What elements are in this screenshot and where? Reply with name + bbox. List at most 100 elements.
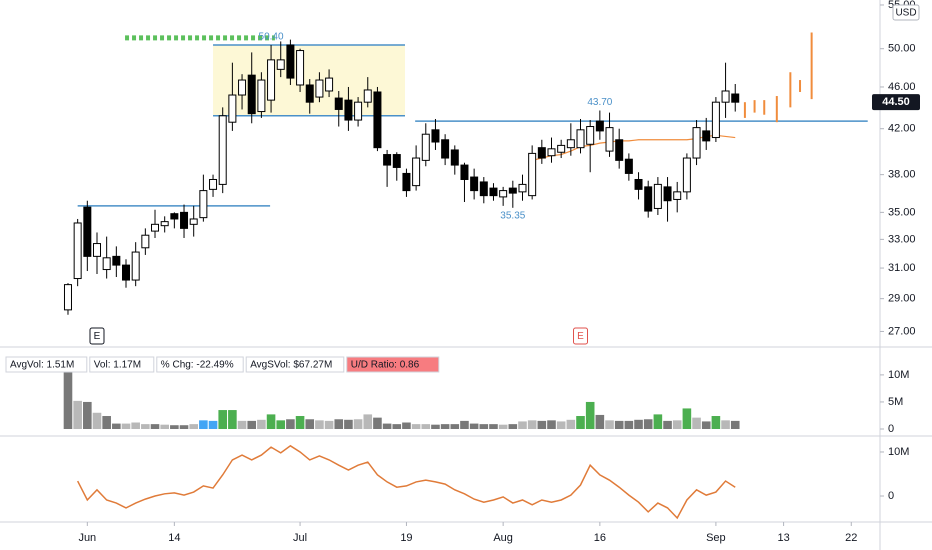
volume-bar	[508, 424, 518, 429]
y-tick-label: 42.00	[888, 123, 916, 135]
y-tick-label: 29.00	[888, 293, 916, 305]
event-marker	[89, 327, 105, 345]
volume-bar	[266, 414, 276, 429]
y-tick-label: 50.00	[888, 43, 916, 55]
candle-body	[209, 178, 218, 190]
currency-label: USD	[895, 8, 916, 19]
candle-body	[682, 157, 691, 193]
volume-bar	[566, 419, 576, 429]
candle-body	[402, 172, 411, 192]
volume-bar	[315, 420, 324, 429]
volume-bar	[469, 423, 479, 429]
candle-body	[92, 243, 101, 257]
last-price-box	[872, 94, 920, 111]
candle-body	[228, 94, 237, 123]
y-tick-label: 0	[888, 490, 894, 502]
candle-body	[160, 221, 169, 227]
volume-bar	[460, 420, 469, 429]
volume-bar	[92, 412, 102, 429]
annotation: 35.35	[500, 210, 525, 221]
x-tick-label: Jul	[293, 532, 307, 544]
volume-bar	[112, 423, 121, 429]
volume-bar	[402, 422, 411, 429]
candle-body	[624, 158, 633, 174]
volume-bar	[672, 420, 682, 429]
candle-body	[199, 190, 208, 219]
candle-body	[518, 183, 527, 193]
candle-body	[218, 115, 227, 185]
candle-body	[412, 157, 421, 187]
candle-body	[634, 178, 643, 190]
volume-bar	[286, 419, 295, 429]
candle-body	[151, 223, 160, 232]
candle-body	[731, 93, 740, 103]
volume-bar	[663, 420, 672, 429]
moving-average	[532, 134, 736, 161]
currency-box	[892, 4, 920, 21]
candle-body	[508, 187, 517, 194]
volume-bar	[218, 410, 228, 429]
volume-bar	[353, 419, 363, 429]
last-price-label: 44.50	[882, 96, 910, 108]
candle-body	[566, 139, 575, 149]
volume-bar	[276, 420, 286, 429]
volume-bar	[498, 424, 508, 429]
candle-body	[102, 257, 111, 271]
stat-label: U/D Ratio: 0.86	[351, 360, 420, 371]
candle-body	[257, 79, 266, 113]
x-tick-label: 13	[777, 532, 789, 544]
volume-bar	[711, 416, 721, 429]
candle-body	[363, 89, 372, 103]
volume-bar	[83, 401, 92, 429]
candle-body	[131, 251, 140, 281]
candle-body	[305, 84, 314, 103]
candle-body	[702, 130, 711, 142]
stat-chip	[245, 356, 345, 373]
stat-label: AvgSVol: $67.27M	[250, 360, 332, 371]
event-label: E	[94, 331, 101, 342]
candle-body	[605, 127, 614, 152]
volume-bar	[701, 421, 711, 429]
candle-body	[692, 127, 701, 159]
stat-chip	[5, 356, 88, 373]
volume-bar	[614, 420, 624, 429]
volume-bar	[421, 424, 431, 429]
volume-bar	[624, 420, 634, 429]
candle-body	[673, 191, 682, 200]
volume-bar	[373, 417, 382, 429]
y-tick-label: 38.00	[888, 169, 916, 181]
stat-chip	[346, 356, 440, 373]
volume-bar	[228, 410, 237, 429]
x-tick-label: Sep	[706, 532, 726, 544]
x-tick-label: 19	[400, 532, 412, 544]
volume-bar	[431, 424, 440, 429]
candle-body	[286, 44, 295, 79]
volume-bar	[208, 420, 218, 429]
candle-body	[63, 284, 72, 311]
candle-body	[528, 152, 537, 197]
candle-body	[663, 186, 672, 202]
candle-body	[354, 101, 363, 121]
candle-body	[421, 133, 430, 161]
y-tick-label: 0	[888, 423, 894, 435]
candle-body	[383, 154, 392, 166]
candle-body	[267, 59, 276, 101]
volume-bar	[479, 424, 489, 429]
candle-body	[547, 148, 556, 157]
stat-label: % Chg: -22.49%	[161, 360, 234, 371]
candle-body	[112, 255, 121, 266]
y-tick-label: 31.00	[888, 262, 916, 274]
volume-bar	[489, 424, 498, 429]
candle-body	[296, 50, 305, 86]
stat-label: Vol: 1.17M	[94, 360, 141, 371]
volume-bar	[595, 414, 605, 429]
candle-body	[73, 222, 82, 280]
volume-bar	[344, 419, 353, 429]
volume-bar	[189, 424, 198, 429]
candle-body	[499, 190, 508, 198]
candle-body	[595, 120, 604, 132]
y-tick-label: 5M	[888, 396, 903, 408]
candle-body	[276, 59, 285, 70]
volume-bar	[682, 408, 692, 429]
candle-body	[247, 74, 256, 115]
